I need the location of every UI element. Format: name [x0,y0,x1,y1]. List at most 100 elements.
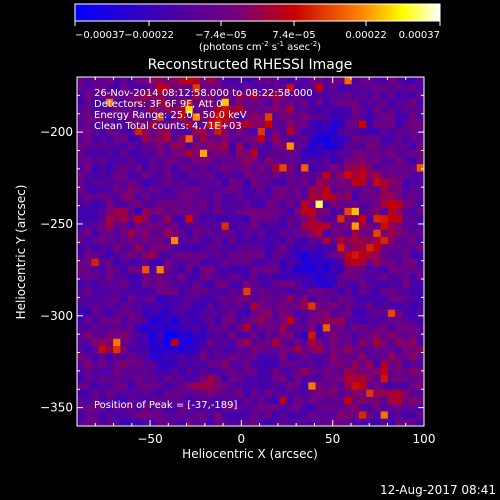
heatmap-cell [163,142,172,151]
heatmap-cell [402,113,410,122]
heatmap-cell [301,91,309,100]
heatmap-cell [322,346,331,354]
heatmap-cell [264,360,273,369]
heatmap-cell [149,389,157,398]
heatmap-cell [330,353,338,361]
heatmap-cell [308,149,316,158]
heatmap-cell [409,251,418,260]
heatmap-cell [134,229,143,238]
heatmap-cell [84,316,92,325]
heatmap-cell [322,382,331,391]
heatmap-cell [199,266,208,274]
heatmap-cell [113,280,121,289]
heatmap-cell [98,418,107,426]
heatmap-cell [120,98,129,107]
heatmap-cell [286,149,295,158]
heatmap-cell [272,98,280,107]
heatmap-cell [91,186,100,194]
heatmap-cell [178,418,186,426]
heatmap-cell [272,251,280,260]
heatmap-cell [178,287,186,296]
heatmap-cell [380,120,389,129]
heatmap-cell [77,411,85,420]
heatmap-cell [236,156,244,165]
heatmap-cell [170,120,179,129]
heatmap-cell [134,84,143,92]
heatmap-cell [170,287,179,296]
heatmap-cell [301,236,309,245]
heatmap-cell [207,266,215,274]
heatmap-cell [207,200,215,209]
heatmap-cell [170,346,179,354]
heatmap-cell [113,353,121,361]
heatmap-cell [366,287,374,296]
heatmap-cell [221,215,230,223]
heatmap-cell [228,353,237,361]
heatmap-cell [395,382,403,391]
heatmap-cell [236,280,244,289]
heatmap-cell [387,389,396,398]
heatmap-cell [286,302,295,311]
heatmap-cell [315,404,324,412]
heatmap-cell [416,84,424,92]
heatmap-cell [113,84,121,92]
heatmap-cell [387,236,396,245]
heatmap-cell [178,98,186,107]
heatmap-cell [207,280,215,289]
heatmap-cell [373,98,382,107]
heatmap-cell [330,142,338,151]
heatmap-cell [214,77,222,85]
heatmap-cell [127,396,136,405]
heatmap-cell [243,251,251,260]
heatmap-cell [163,156,172,165]
heatmap-cell [337,127,345,136]
heatmap-cell [409,360,418,369]
heatmap-cell [366,229,374,238]
heatmap-cell [373,360,382,369]
heatmap-cell [77,207,85,216]
heatmap-cell [199,178,208,187]
heatmap-cell [199,331,208,340]
heatmap-cell [127,127,136,136]
heatmap-cell [91,164,100,172]
heatmap-cell [207,98,215,107]
heatmap-cell [98,200,107,209]
heatmap-cell [163,258,172,267]
heatmap-cell [149,91,157,100]
heatmap-cell [149,236,157,245]
heatmap-cell [243,418,251,426]
heatmap-cell [264,207,273,216]
heatmap-cell [395,324,403,332]
heatmap-cell [293,156,302,165]
heatmap-cell [315,229,324,238]
heatmap-cell [98,338,107,347]
heatmap-cell [243,120,251,129]
heatmap-cell [207,396,215,405]
heatmap-cell [257,360,266,369]
heatmap-cell [416,324,424,332]
heatmap-cell [264,331,273,340]
heatmap-cell [120,186,129,194]
heatmap-cell [351,171,360,180]
heatmap-cell [149,353,157,361]
heatmap-cell [236,91,244,100]
heatmap-cell [243,113,251,122]
heatmap-cell [402,266,410,274]
heatmap-cell [373,156,382,165]
chart-title: Reconstructed RHESSI Image [148,57,353,73]
heatmap-cell [272,215,280,223]
heatmap-cell [250,418,259,426]
heatmap-cell [272,382,280,391]
heatmap-cell [337,164,345,172]
heatmap-cell [344,258,353,267]
heatmap-cell [373,77,382,85]
heatmap-cell [221,396,230,405]
heatmap-cell [228,164,237,172]
heatmap-cell [344,207,353,216]
heatmap-cell [142,178,150,187]
heatmap-cell [207,367,215,376]
heatmap-cell [170,91,179,100]
heatmap-cell [163,411,172,420]
heatmap-cell [192,418,201,426]
heatmap-cell [120,135,129,143]
